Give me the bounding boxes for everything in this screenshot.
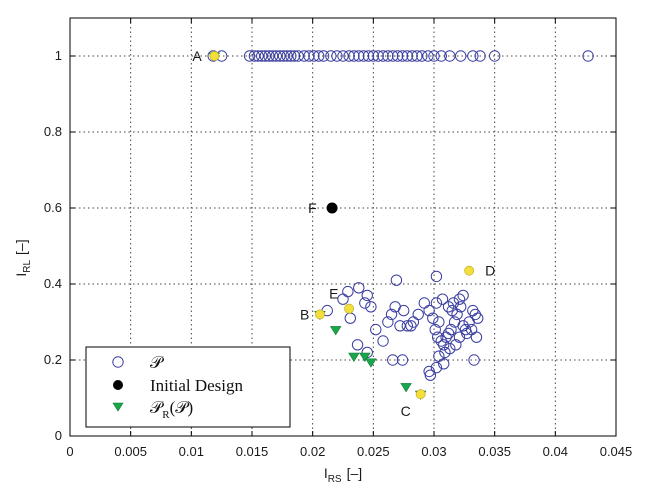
highlighted-point: [416, 390, 425, 399]
front-point: [366, 359, 376, 367]
legend-label-population: 𝒫: [150, 353, 164, 372]
population-point: [378, 336, 388, 346]
legend: 𝒫 Initial Design 𝒫R(𝒫): [86, 347, 290, 427]
annotation-a: A: [192, 48, 202, 64]
x-tick-label: 0.015: [236, 444, 269, 459]
y-axis-label-unit: [–]: [13, 239, 29, 255]
population-point: [472, 313, 482, 323]
population-point: [468, 305, 478, 315]
y-axis-label-sub: RL: [22, 260, 33, 273]
x-tick-label: 0.02: [300, 444, 325, 459]
population-point: [362, 290, 372, 300]
population-point: [470, 309, 480, 319]
y-tick-label: 0: [55, 428, 62, 443]
annotation-b: B: [300, 306, 309, 322]
population-point: [437, 294, 447, 304]
y-tick-label: 0.4: [44, 276, 62, 291]
y-tick-label: 0.8: [44, 124, 62, 139]
population-point: [423, 51, 433, 61]
x-tick-label: 0.035: [478, 444, 511, 459]
population-point: [398, 305, 408, 315]
population-point: [371, 324, 381, 334]
highlighted-point: [465, 266, 474, 275]
x-tick-label: 0.005: [114, 444, 147, 459]
population-point: [413, 309, 423, 319]
population-point: [352, 340, 362, 350]
front-point: [401, 383, 411, 391]
population-point: [343, 286, 353, 296]
annotation-f: F: [308, 200, 317, 216]
legend-label-initial-design: Initial Design: [150, 376, 244, 395]
annotation-e: E: [329, 286, 338, 302]
population-point: [439, 340, 449, 350]
population-point: [391, 275, 401, 285]
population-point: [419, 298, 429, 308]
x-tick-label: 0.03: [421, 444, 446, 459]
x-tick-label: 0.045: [600, 444, 633, 459]
y-tick-label: 0.6: [44, 200, 62, 215]
legend-label-population-text: 𝒫: [150, 353, 164, 372]
x-axis-label-unit: [–]: [347, 465, 363, 481]
highlighted-point: [210, 51, 219, 60]
x-axis-label: IRS [–]: [324, 465, 362, 485]
population-point: [431, 271, 441, 281]
x-tick-label: 0.04: [543, 444, 568, 459]
population-point: [360, 298, 370, 308]
population-point: [388, 355, 398, 365]
population-point: [471, 332, 481, 342]
initial-design-point: [327, 203, 338, 214]
front-point: [331, 326, 341, 334]
highlighted-point: [344, 304, 353, 313]
annotation-d: D: [485, 263, 495, 279]
annotation-c: C: [401, 403, 411, 419]
x-tick-label: 0: [66, 444, 73, 459]
x-axis-label-sub: RS: [328, 474, 342, 485]
x-tick-label: 0.025: [357, 444, 390, 459]
legend-marker-filled-circle: [113, 380, 123, 390]
population-point: [338, 51, 348, 61]
y-tick-label: 0.2: [44, 352, 62, 367]
population-point: [366, 302, 376, 312]
population-point: [408, 317, 418, 327]
x-tick-label: 0.01: [179, 444, 204, 459]
legend-label-initial-design-text: Initial Design: [150, 376, 244, 395]
y-axis-label: IRL [–]: [13, 239, 33, 276]
population-point: [469, 355, 479, 365]
population-point: [431, 298, 441, 308]
population-point: [434, 351, 444, 361]
legend-label-front-tail: (𝒫): [170, 398, 194, 417]
y-tick-label: 1: [55, 48, 62, 63]
population-point: [443, 328, 453, 338]
population-point: [345, 313, 355, 323]
highlighted-point: [315, 310, 324, 319]
population-point: [338, 294, 348, 304]
